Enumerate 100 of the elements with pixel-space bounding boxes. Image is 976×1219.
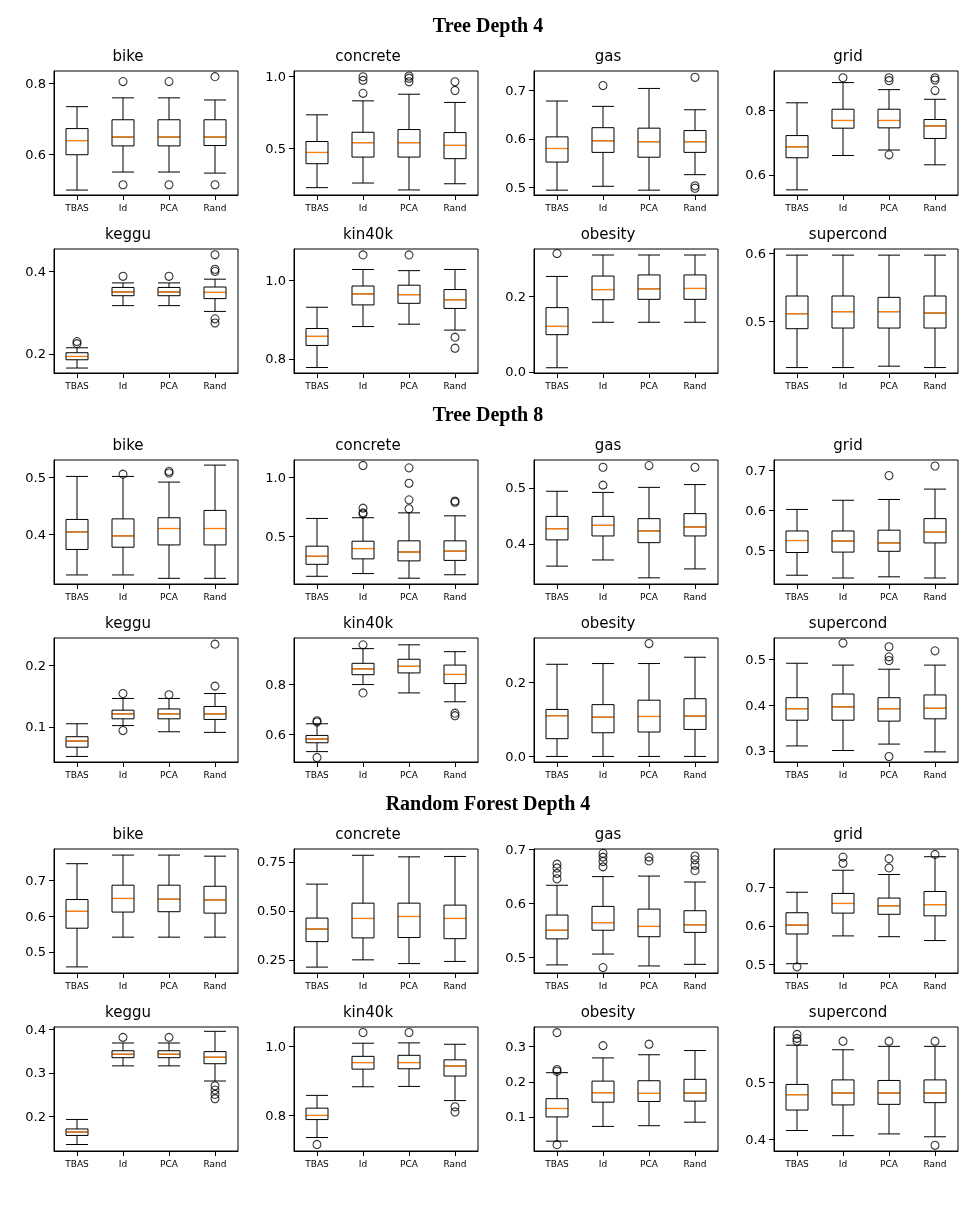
x-tick-label: TBAS [64, 591, 90, 602]
chart-title: bike [112, 435, 144, 454]
y-tick-label: 0.5 [745, 651, 766, 667]
y-tick-label: 0.5 [25, 470, 46, 486]
chart-title: bike [112, 824, 144, 843]
x-tick-label: Rand [443, 1158, 467, 1169]
x-tick-label: TBAS [544, 380, 570, 391]
y-tick-label: 0.5 [265, 529, 286, 545]
y-tick-label: 0.8 [265, 676, 286, 692]
x-tick-label: Rand [683, 591, 707, 602]
y-tick-label: 0.3 [505, 1039, 526, 1055]
y-tick-label: 0.2 [25, 1108, 46, 1124]
y-tick-label: 0.6 [745, 167, 766, 183]
y-tick-label: 0.2 [505, 1074, 526, 1090]
x-tick-label: TBAS [304, 769, 330, 780]
y-tick-label: 0.7 [25, 872, 46, 888]
y-tick-label: 0.75 [257, 854, 286, 870]
x-tick-label: Rand [683, 980, 707, 991]
y-tick-label: 0.1 [505, 1109, 526, 1125]
y-tick-label: 0.8 [265, 1107, 286, 1123]
x-tick-label: Id [598, 380, 608, 391]
y-tick-label: 1.0 [265, 469, 286, 485]
x-tick-label: Rand [203, 980, 227, 991]
x-tick-label: TBAS [304, 202, 330, 213]
y-tick-label: 0.5 [745, 957, 766, 972]
chart-title: grid [833, 435, 863, 454]
x-tick-label: Id [598, 202, 608, 213]
x-tick-label: Id [598, 591, 608, 602]
x-tick-label: Rand [443, 980, 467, 991]
y-tick-label: 0.6 [505, 895, 526, 911]
chart-title: concrete [335, 824, 401, 843]
x-tick-label: TBAS [544, 980, 570, 991]
y-tick-label: 0.6 [745, 918, 766, 934]
x-tick-label: Rand [203, 1158, 227, 1169]
chart-title: gas [594, 435, 622, 454]
x-tick-label: Id [118, 1158, 128, 1169]
y-tick-label: 0.7 [745, 879, 766, 895]
x-tick-label: PCA [640, 769, 659, 780]
x-tick-label: PCA [400, 380, 419, 391]
y-tick-label: 0.5 [745, 542, 766, 558]
x-tick-label: PCA [160, 769, 179, 780]
x-tick-label: Rand [443, 380, 467, 391]
x-tick-label: Id [838, 769, 848, 780]
chart-title: supercond [808, 224, 888, 243]
x-tick-label: TBAS [304, 591, 330, 602]
y-tick-label: 0.25 [257, 952, 286, 968]
y-tick-label: 0.5 [505, 179, 526, 195]
x-tick-label: PCA [400, 980, 419, 991]
x-tick-label: Id [598, 769, 608, 780]
x-tick-label: TBAS [64, 1158, 90, 1169]
x-tick-label: PCA [400, 591, 419, 602]
y-tick-label: 0.5 [505, 480, 526, 496]
x-tick-label: TBAS [784, 980, 810, 991]
x-tick-label: PCA [160, 980, 179, 991]
x-tick-label: Id [598, 980, 608, 991]
x-tick-label: Id [598, 1158, 608, 1169]
x-tick-label: Rand [923, 202, 947, 213]
x-tick-label: PCA [640, 380, 659, 391]
x-tick-label: Id [118, 380, 128, 391]
x-tick-label: Rand [683, 380, 707, 391]
x-tick-label: TBAS [784, 769, 810, 780]
x-tick-label: PCA [160, 1158, 179, 1169]
x-tick-label: PCA [640, 202, 659, 213]
x-tick-label: Rand [923, 769, 947, 780]
x-tick-label: PCA [880, 202, 899, 213]
y-tick-label: 0.2 [25, 657, 46, 673]
chart-title: obesity [580, 613, 636, 632]
x-tick-label: Rand [923, 1158, 947, 1169]
y-tick-label: 0.4 [25, 263, 46, 279]
y-tick-label: 0.1 [25, 719, 46, 735]
chart-title: obesity [580, 1002, 636, 1021]
y-tick-label: 0.6 [505, 131, 526, 147]
chart-title: kin40k [342, 224, 394, 243]
y-tick-label: 0.5 [745, 1075, 766, 1091]
y-tick-label: 0.7 [505, 841, 526, 857]
x-tick-label: PCA [640, 591, 659, 602]
y-tick-label: 0.5 [745, 313, 766, 329]
x-tick-label: TBAS [304, 980, 330, 991]
y-tick-label: 0.6 [25, 146, 46, 162]
x-tick-label: TBAS [64, 980, 90, 991]
x-tick-label: Id [358, 769, 368, 780]
text: Tree Depth 8 [431, 402, 545, 428]
y-tick-label: 0.3 [25, 1065, 46, 1081]
x-tick-label: Rand [683, 202, 707, 213]
x-tick-label: Rand [923, 591, 947, 602]
x-tick-label: PCA [880, 591, 899, 602]
x-tick-label: PCA [400, 769, 419, 780]
y-tick-label: 0.0 [505, 364, 526, 380]
x-tick-label: TBAS [544, 591, 570, 602]
y-tick-label: 0.4 [745, 697, 766, 713]
x-tick-label: TBAS [784, 202, 810, 213]
x-tick-label: TBAS [544, 1158, 570, 1169]
x-tick-label: TBAS [304, 380, 330, 391]
text: Tree Depth 4 [431, 13, 545, 39]
chart-title: keggu [105, 613, 151, 632]
x-tick-label: Id [358, 1158, 368, 1169]
y-tick-label: 0.3 [745, 743, 766, 759]
y-tick-label: 0.5 [25, 944, 46, 960]
x-tick-label: TBAS [64, 769, 90, 780]
x-tick-label: PCA [880, 769, 899, 780]
